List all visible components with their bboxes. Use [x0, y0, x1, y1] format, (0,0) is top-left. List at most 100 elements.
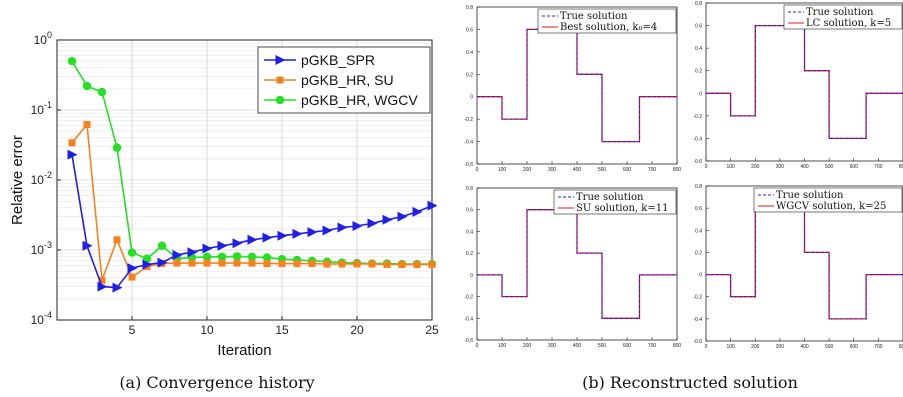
data-point [308, 260, 316, 268]
panel-top-left: 0 100 200 300 400 500 600 700 800 -0.6 -0.4 -0.2 0 0.… [464, 5, 681, 173]
caption-a: (a) Convergence history [119, 373, 314, 392]
x-tick-label: 800 [673, 167, 682, 173]
y-tick-label: 10-4 [31, 310, 52, 327]
series-line [706, 207, 903, 320]
data-point [382, 214, 393, 225]
data-point [323, 260, 331, 268]
data-point [247, 234, 258, 245]
data-point [202, 243, 213, 254]
x-tick-label: 500 [825, 344, 834, 350]
y-axis-label: Relative error [9, 135, 26, 225]
x-tick-label: 100 [498, 343, 507, 349]
data-point [368, 260, 376, 268]
y-tick-label: 0.2 [695, 250, 702, 256]
legend-label: True solution [576, 192, 644, 203]
y-tick-label: -0.2 [693, 114, 702, 120]
data-point [278, 260, 286, 268]
data-point [367, 218, 378, 229]
legend-label: pGKB_HR, WGCV [301, 92, 418, 108]
x-tick-label: 0 [476, 167, 479, 173]
legend-box [537, 8, 677, 34]
y-tick-label: 0 [470, 273, 473, 279]
legend-box [753, 187, 903, 213]
y-tick-label: -0.2 [693, 295, 702, 301]
data-point [248, 259, 256, 267]
x-tick-label: 100 [726, 164, 735, 170]
data-point [157, 257, 168, 268]
y-tick-label: -0.4 [464, 316, 473, 322]
x-tick-label: 10 [200, 323, 214, 337]
data-point [276, 76, 284, 84]
series-line [706, 24, 903, 140]
data-point [128, 273, 136, 281]
data-point [203, 259, 211, 267]
panel-bottom-right: 0 100 200 300 400 500 600 700 800 -0.6 -0.4 -0.2 0 0.… [693, 184, 903, 350]
x-tick-label: 600 [850, 164, 859, 170]
x-tick-label: 5 [129, 323, 136, 337]
y-tick-label: 0.6 [695, 206, 702, 212]
panel-top-right: 0 100 200 300 400 500 600 700 800 -0.6 -0.4 -0.2 0 0.… [693, 1, 903, 170]
data-point [263, 260, 271, 268]
data-point [142, 259, 153, 270]
y-tick-label: 0.4 [466, 229, 473, 235]
data-point [247, 252, 257, 261]
x-tick-label: 400 [573, 167, 582, 173]
data-point [233, 259, 241, 267]
data-point [275, 55, 286, 65]
x-tick-label: 700 [648, 343, 657, 349]
y-tick-label: -0.6 [464, 162, 473, 168]
x-tick-label: 200 [751, 344, 760, 350]
y-tick-label: -0.2 [464, 295, 473, 301]
y-tick-label: 10-3 [31, 240, 52, 257]
legend-label: pGKB_HR, SU [301, 72, 394, 88]
y-tick-label: -0.4 [693, 136, 702, 142]
legend-label: LC solution, k=5 [806, 18, 891, 29]
data-point [337, 222, 348, 233]
x-tick-label: 500 [825, 164, 834, 170]
y-tick-label: 0.8 [466, 186, 473, 192]
data-point [262, 253, 272, 262]
data-point [98, 276, 106, 284]
data-point [338, 260, 346, 268]
x-tick-label: 300 [548, 343, 557, 349]
data-point [173, 259, 181, 267]
data-point [127, 263, 138, 274]
y-tick-label: 0.4 [695, 228, 702, 234]
x-tick-label: 600 [850, 344, 859, 350]
data-point [187, 247, 198, 258]
x-tick-label: 0 [705, 344, 708, 350]
y-tick-label: 0.2 [695, 69, 702, 75]
x-tick-label: 600 [623, 167, 632, 173]
x-tick-label: 500 [598, 343, 607, 349]
data-point [112, 143, 122, 152]
y-tick-label: 0.6 [466, 27, 473, 33]
data-point [172, 249, 183, 260]
legend-label: pGKB_SPR [301, 52, 375, 68]
y-tick-label: 0.8 [466, 5, 473, 11]
x-tick-label: 0 [476, 343, 479, 349]
data-point [67, 56, 77, 66]
legend-label: True solution [560, 11, 628, 22]
x-tick-label: 200 [523, 167, 532, 173]
data-point [275, 95, 285, 105]
y-tick-label: -0.6 [693, 339, 702, 345]
x-tick-label: 25 [425, 323, 439, 337]
x-tick-label: 800 [899, 164, 903, 170]
x-tick-label: 15 [275, 323, 289, 337]
x-tick-label: 600 [623, 343, 632, 349]
y-tick-label: 0 [470, 95, 473, 101]
data-point [232, 238, 243, 249]
x-tick-label: 800 [899, 344, 903, 350]
legend-label: SU solution, k=11 [576, 203, 668, 214]
y-tick-label: -0.4 [693, 317, 702, 323]
data-point [427, 200, 438, 211]
data-point [97, 87, 107, 97]
data-point [217, 252, 227, 261]
x-tick-label: 700 [648, 167, 657, 173]
x-tick-label: 700 [874, 164, 883, 170]
x-tick-label: 400 [800, 164, 809, 170]
y-tick-label: 0.6 [466, 208, 473, 214]
data-point [292, 228, 303, 239]
y-tick-label: 0 [699, 273, 702, 279]
